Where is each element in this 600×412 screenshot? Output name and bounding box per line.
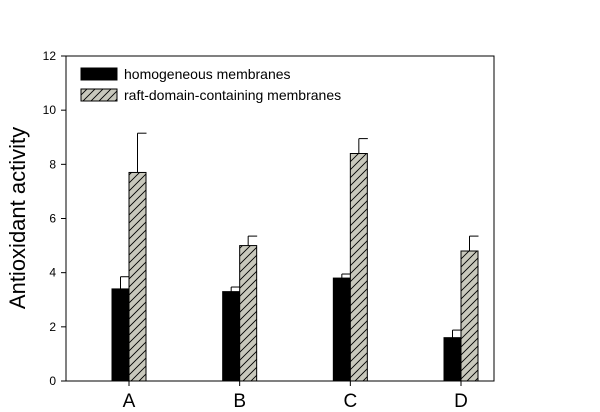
bar-homogeneous-A	[111, 288, 130, 382]
bar-raft-A	[128, 171, 147, 382]
bar-raft-D	[460, 250, 479, 382]
legend-swatch-homogeneous	[80, 67, 118, 81]
bars-group	[111, 153, 479, 382]
y-tick-label: 6	[49, 212, 56, 226]
x-axis-ticks: A B C D	[123, 381, 468, 412]
legend: homogeneous membranes raft-domain-contain…	[80, 66, 341, 103]
y-tick-label: 2	[49, 320, 56, 334]
x-tick-label: C	[343, 391, 357, 412]
legend-swatch-raft	[80, 88, 118, 102]
y-axis-label: Antioxidant activity	[5, 127, 30, 309]
legend-label-homogeneous: homogeneous membranes	[124, 66, 291, 82]
y-tick-label: 4	[49, 266, 56, 280]
y-tick-label: 10	[43, 103, 57, 117]
bar-raft-B	[239, 245, 258, 382]
bar-raft-C	[349, 153, 368, 382]
x-tick-label: B	[233, 391, 246, 412]
y-tick-label: 0	[49, 374, 56, 388]
error-bars-group	[120, 132, 479, 338]
bar-homogeneous-B	[222, 291, 241, 382]
bar-homogeneous-D	[443, 337, 462, 382]
x-tick-label: A	[123, 391, 136, 412]
legend-label-raft: raft-domain-containing membranes	[124, 87, 341, 103]
x-tick-label: D	[454, 391, 468, 412]
y-tick-label: 8	[49, 157, 56, 171]
bar-homogeneous-C	[332, 277, 351, 382]
y-axis-ticks: 0 2 4 6 8 10 12	[43, 49, 66, 388]
y-tick-label: 12	[43, 49, 57, 63]
